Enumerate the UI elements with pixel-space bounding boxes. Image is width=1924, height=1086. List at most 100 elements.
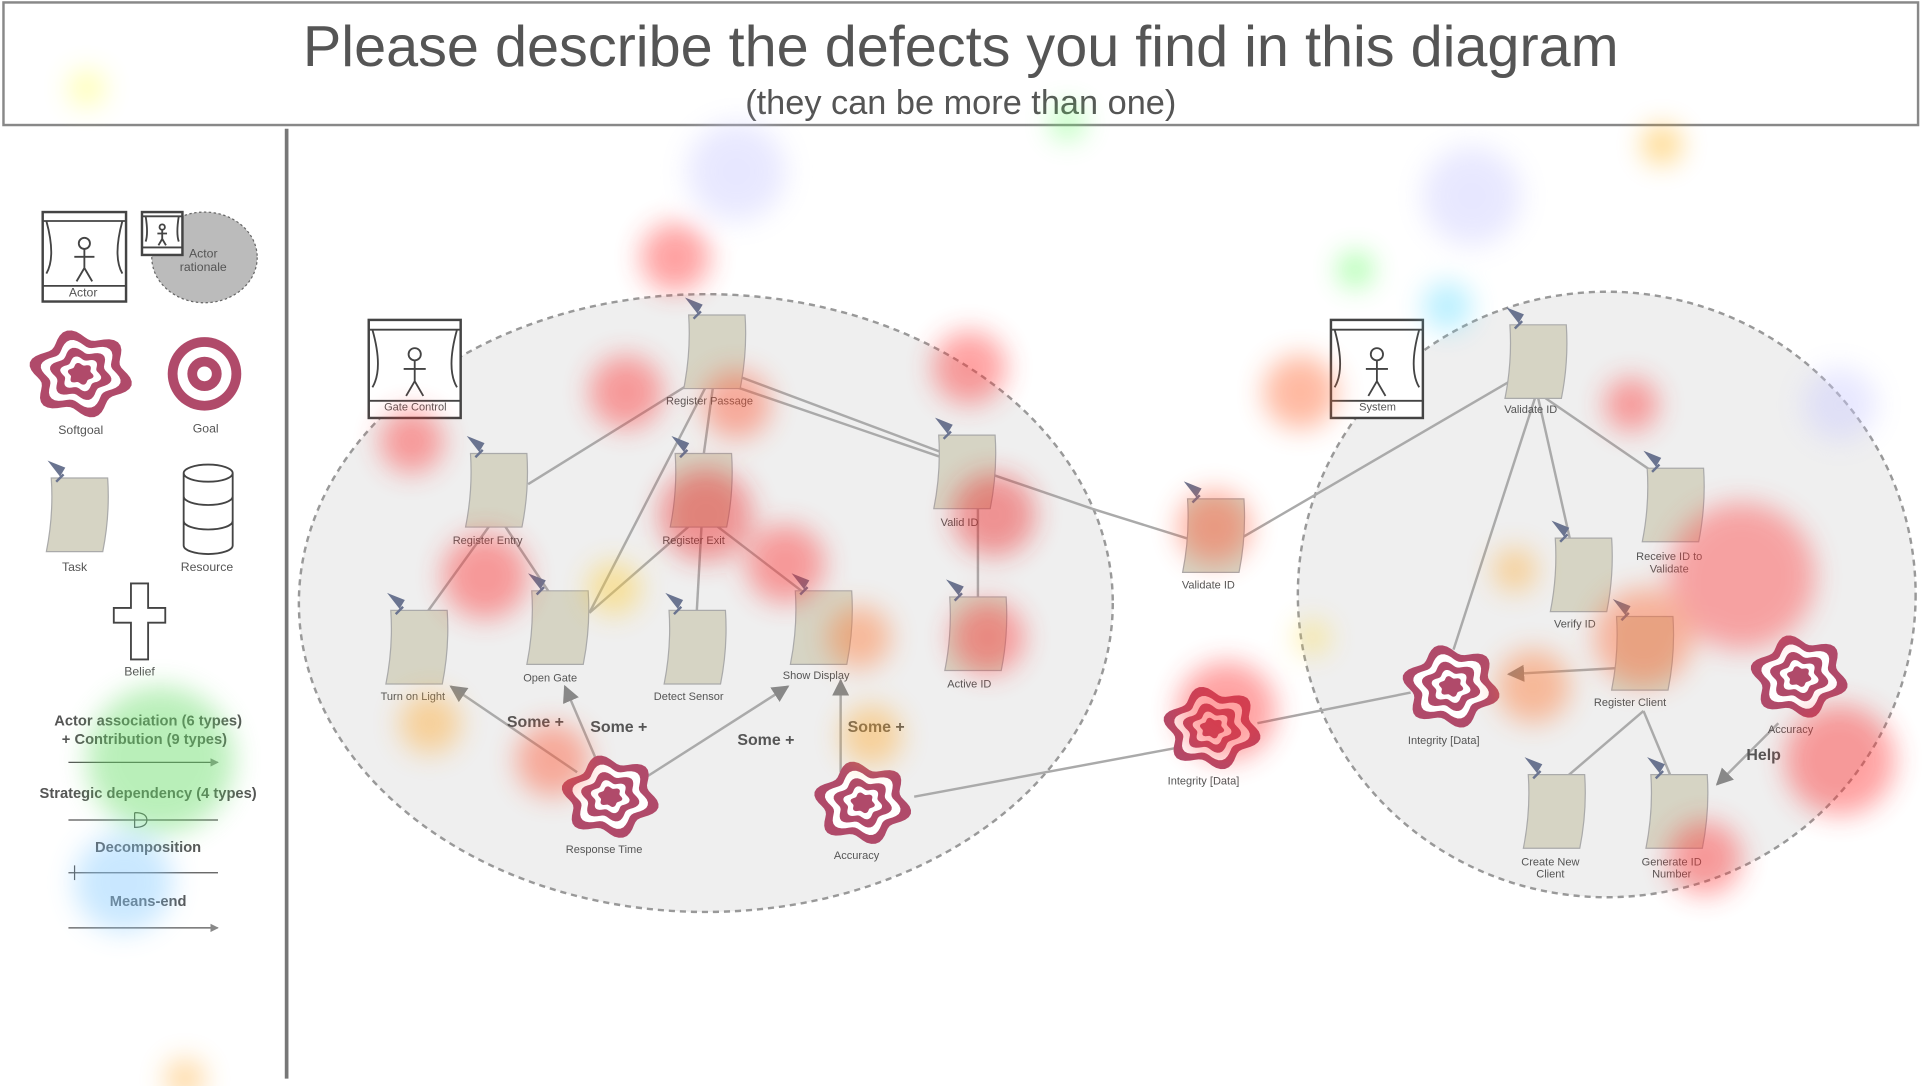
heat-spot xyxy=(1263,355,1338,430)
task-shape xyxy=(1610,615,1675,691)
label: Decomposition xyxy=(95,840,201,856)
label: Some + xyxy=(507,714,564,731)
label: Show Display xyxy=(783,670,850,682)
task-pin xyxy=(387,592,405,615)
label: Validate xyxy=(1650,563,1689,575)
task-shape xyxy=(1504,324,1568,399)
task-shape xyxy=(789,590,853,665)
label: Valid ID xyxy=(941,517,979,529)
task-pin xyxy=(934,417,953,440)
label: Softgoal xyxy=(58,423,103,437)
softgoal-shape xyxy=(1787,666,1812,687)
actor-boundary xyxy=(297,292,1114,914)
label: Validate ID xyxy=(1504,404,1557,416)
label: Create New xyxy=(1521,856,1579,868)
task-pin xyxy=(1643,450,1662,473)
actor-curtain xyxy=(141,215,183,242)
label: Client xyxy=(1536,869,1564,881)
label: Turn on Light xyxy=(381,691,446,703)
heat-spot xyxy=(165,1059,205,1086)
softgoal-shape xyxy=(850,792,875,814)
label: Some + xyxy=(848,719,905,736)
label: Number xyxy=(1652,869,1692,881)
task-shape xyxy=(933,434,997,510)
task-pin xyxy=(1551,520,1570,543)
label: Integrity [Data] xyxy=(1168,775,1240,787)
task-shape xyxy=(464,452,529,528)
label: Actor association (6 types) xyxy=(54,714,242,730)
goal-shape xyxy=(197,366,212,382)
heat-spot xyxy=(86,686,234,834)
task-pin xyxy=(466,435,485,459)
label: rationale xyxy=(180,260,227,274)
task-shape xyxy=(1181,498,1246,574)
belief-shape xyxy=(112,582,167,661)
task-shape xyxy=(45,477,109,553)
actor-curtain xyxy=(368,328,461,388)
label: Register Entry xyxy=(453,535,523,547)
label: Register Exit xyxy=(662,535,724,547)
title: Please describe the defects you find in … xyxy=(303,15,1619,79)
actor-body xyxy=(1330,360,1423,402)
label: Active ID xyxy=(947,679,991,691)
task-shape xyxy=(385,609,449,685)
heat-spot xyxy=(1422,147,1521,246)
actor-body xyxy=(42,248,127,287)
label: + Contribution (9 types) xyxy=(62,732,227,748)
label: Detect Sensor xyxy=(654,691,724,703)
label: Actor xyxy=(69,286,98,300)
label: Receive ID to xyxy=(1636,551,1702,563)
label: Gate Control xyxy=(384,402,446,414)
task-shape xyxy=(1522,774,1586,849)
heat-spot xyxy=(1642,125,1682,165)
label: System xyxy=(1359,402,1396,414)
label: Some + xyxy=(737,732,794,749)
task-pin xyxy=(1524,757,1543,780)
label: Some + xyxy=(590,719,647,736)
task-pin xyxy=(665,592,684,615)
task-shape xyxy=(526,590,590,665)
task-pin xyxy=(684,297,703,320)
actor-curtain xyxy=(42,220,127,275)
softgoal-shape xyxy=(1438,676,1464,697)
label: Belief xyxy=(124,664,155,678)
task-pin xyxy=(47,460,66,483)
heat-spot xyxy=(1422,281,1472,331)
task-shape xyxy=(683,314,747,390)
label: Generate ID xyxy=(1642,856,1702,868)
label: Register Passage xyxy=(666,395,753,407)
task-shape xyxy=(1641,467,1705,543)
label: Help xyxy=(1746,747,1781,764)
softgoal-shape xyxy=(67,363,94,385)
task-shape xyxy=(944,596,1008,672)
resource-shape xyxy=(182,463,234,555)
label: Accuracy xyxy=(1768,724,1814,736)
label: Open Gate xyxy=(523,673,577,685)
label: Means-end xyxy=(110,894,187,910)
label: Task xyxy=(62,560,88,574)
heat-spot xyxy=(1338,252,1373,287)
label: Accuracy xyxy=(834,850,880,862)
softgoal-shape xyxy=(598,786,623,808)
label: Resource xyxy=(181,560,234,574)
label: Register Client xyxy=(1594,697,1666,709)
task-pin xyxy=(1647,757,1665,780)
task-pin xyxy=(528,573,546,596)
task-shape xyxy=(669,452,733,528)
subtitle: (they can be more than one) xyxy=(745,84,1176,122)
label: Response Time xyxy=(566,844,643,856)
task-shape xyxy=(1645,774,1709,849)
task-pin xyxy=(945,579,964,602)
label: Integrity [Data] xyxy=(1408,735,1480,747)
label: Goal xyxy=(193,422,219,436)
actor-body xyxy=(141,229,183,249)
task-shape xyxy=(663,609,727,685)
label: Strategic dependency (4 types) xyxy=(40,786,257,802)
task-shape xyxy=(1549,537,1613,613)
task-pin xyxy=(671,435,690,459)
header-box xyxy=(2,1,1920,127)
label: Actor xyxy=(189,246,218,260)
task-pin xyxy=(1506,307,1524,330)
heat-spot xyxy=(687,122,786,221)
